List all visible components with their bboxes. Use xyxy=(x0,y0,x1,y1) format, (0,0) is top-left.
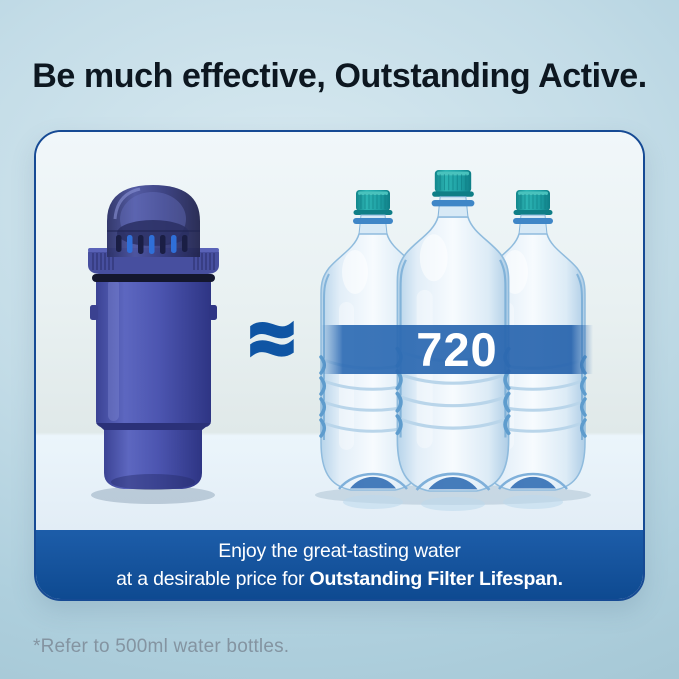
caption-line-2-bold: Outstanding Filter Lifespan. xyxy=(309,568,564,590)
filter-main-body xyxy=(90,273,217,430)
footnote: *Refer to 500ml water bottles. xyxy=(33,636,290,657)
filter-shadow xyxy=(91,486,215,504)
approximately-equal-icon: ≈ xyxy=(249,294,296,382)
caption-line-2: at a desirable price for Outstanding Fil… xyxy=(36,565,643,593)
headline: Be much effective, Outstanding Active. xyxy=(32,57,647,95)
comparison-card-body: ≈ xyxy=(36,132,643,530)
filter-cartridge-illustration xyxy=(88,185,219,504)
bottle-count-value: 720 xyxy=(416,323,498,376)
filter-lower-step xyxy=(104,427,202,490)
filter-dome xyxy=(107,185,200,257)
caption-line-1: Enjoy the great-tasting water xyxy=(218,540,461,562)
filter-o-ring xyxy=(92,274,215,282)
caption-bar: Enjoy the great-tasting water at a desir… xyxy=(36,530,643,599)
water-bottles-illustration xyxy=(315,168,591,511)
caption-line-2-regular: at a desirable price for xyxy=(116,568,310,590)
filter-dome-slots xyxy=(116,235,188,254)
bottle-count-banner: 720 xyxy=(321,325,593,374)
comparison-card: ≈ xyxy=(34,130,645,601)
